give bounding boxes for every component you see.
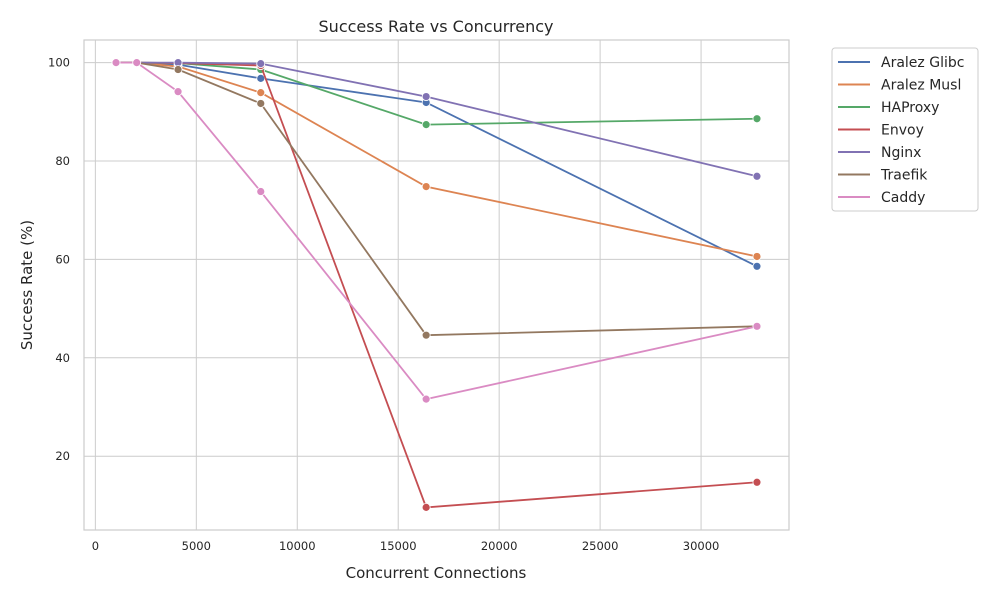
legend-label: HAProxy [881, 100, 939, 116]
chart-title: Success Rate vs Concurrency [319, 17, 554, 36]
data-point [256, 187, 266, 196]
data-point [421, 120, 431, 130]
data-point [256, 88, 266, 98]
legend-frame [831, 47, 979, 212]
x-tick-label: 25000 [582, 539, 619, 553]
data-point [421, 330, 431, 340]
series-line-traefik [116, 61, 757, 337]
data-point [132, 58, 142, 68]
series-line-aralez-musl [116, 61, 758, 258]
data-point [752, 321, 762, 331]
x-tick-label: 15000 [380, 539, 417, 553]
legend-label: Nginx [881, 145, 921, 161]
y-tick-label: 100 [48, 56, 70, 70]
plot-frame [83, 39, 790, 531]
x-axis-label: Concurrent Connections [346, 564, 527, 582]
series-group [111, 58, 762, 512]
tick-labels: 0 5000 10000 15000 20000 25000 30000 20 40 60 80 10… [48, 56, 719, 553]
data-point [256, 99, 266, 108]
data-point [752, 477, 762, 487]
data-point [421, 182, 431, 192]
y-tick-label: 60 [55, 252, 70, 266]
y-axis-label: Success Rate (%) [18, 220, 36, 350]
data-point [256, 59, 266, 69]
x-tick-label: 10000 [279, 539, 316, 553]
legend-label: Aralez Musl [881, 78, 961, 94]
series-line-nginx [116, 61, 758, 178]
x-tick-label: 0 [92, 539, 99, 553]
series-line-caddy [116, 61, 758, 401]
series-line-envoy [116, 61, 758, 509]
data-point [752, 261, 762, 271]
y-tick-label: 20 [55, 449, 70, 463]
series-line-haproxy [116, 61, 757, 126]
data-point [752, 252, 762, 261]
legend: Aralez Glibc Aralez Musl HAProxy Envoy Nginx… [831, 47, 979, 212]
y-tick-label: 80 [55, 154, 70, 168]
legend-label: Aralez Glibc [881, 55, 964, 71]
x-tick-label: 5000 [182, 539, 211, 553]
data-point [421, 394, 431, 404]
data-point [111, 58, 121, 68]
legend-label: Traefik [880, 168, 928, 184]
x-tick-label: 30000 [683, 539, 720, 553]
data-point [752, 114, 762, 124]
data-point [173, 87, 183, 97]
x-tick-label: 20000 [481, 539, 518, 553]
y-tick-label: 40 [55, 351, 70, 365]
grid [84, 40, 789, 530]
data-point [421, 502, 431, 512]
legend-label: Envoy [881, 123, 924, 139]
data-point [173, 65, 183, 74]
legend-label: Caddy [881, 190, 925, 206]
data-point [421, 92, 431, 101]
data-point [752, 171, 762, 181]
